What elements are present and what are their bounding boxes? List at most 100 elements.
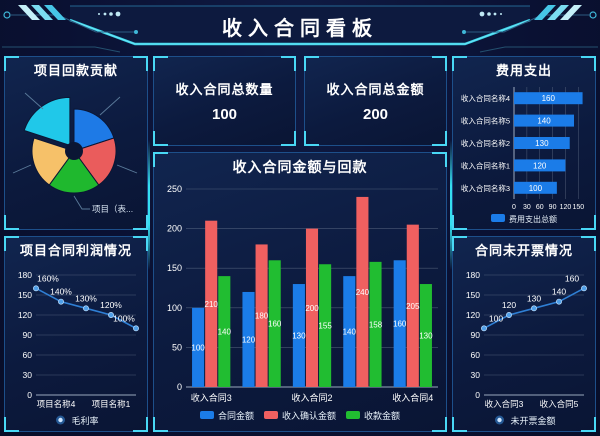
bar[interactable] bbox=[192, 307, 205, 387]
legend-item[interactable]: 未开票金额 bbox=[495, 415, 556, 426]
x-axis-label: 项目名称1 bbox=[92, 399, 131, 409]
chart-label: 0 bbox=[27, 390, 32, 400]
bar[interactable] bbox=[514, 114, 574, 127]
corner-bracket-icon bbox=[4, 56, 19, 71]
dashboard-grid: 项目回款贡献 项目（表... 项目合同利润情况 0 30 60 90 120 150 180… bbox=[4, 56, 596, 432]
y-axis-label: 收入合同名称4 bbox=[461, 93, 510, 103]
line-point[interactable] bbox=[531, 305, 537, 312]
chart-label: 180 bbox=[18, 270, 32, 280]
bar-value-label: 140 bbox=[218, 328, 232, 337]
line-point[interactable] bbox=[506, 312, 512, 318]
bar-value-label: 158 bbox=[369, 320, 383, 329]
line-point[interactable] bbox=[83, 305, 89, 312]
line-point[interactable] bbox=[556, 298, 562, 305]
line-point[interactable] bbox=[58, 298, 64, 305]
corner-bracket-icon bbox=[452, 417, 467, 432]
corner-bracket-icon bbox=[452, 236, 467, 251]
expense-hbar-chart: 0 30 60 90 120 150160收入合同名称4140收入合同名称5130收入合同… bbox=[461, 87, 584, 224]
y-axis-label: 收入合同名称2 bbox=[461, 138, 510, 148]
page-title: 收入合同看板 bbox=[222, 18, 378, 40]
line-point[interactable] bbox=[581, 285, 587, 292]
legend-label: 收款金额 bbox=[364, 410, 400, 421]
panel-title: 项目合同利润情况 bbox=[19, 243, 132, 258]
corner-bracket-icon bbox=[432, 56, 447, 71]
corner-bracket-icon bbox=[581, 215, 596, 230]
pie-slice[interactable] bbox=[31, 137, 75, 186]
x-axis-label: 收入合同2 bbox=[291, 392, 332, 403]
pie-slice[interactable] bbox=[73, 108, 115, 152]
bar[interactable] bbox=[305, 228, 319, 387]
bar-value-label: 160 bbox=[393, 320, 407, 329]
bar[interactable] bbox=[218, 276, 231, 387]
line-point[interactable] bbox=[108, 312, 114, 318]
pie-slice[interactable] bbox=[73, 137, 117, 186]
point-value-label: 140% bbox=[50, 287, 72, 297]
legend-item[interactable]: 收入确认金额 bbox=[264, 410, 336, 421]
bar-value-label: 130 bbox=[419, 332, 433, 341]
corner-bracket-icon bbox=[581, 417, 596, 432]
bar[interactable] bbox=[242, 291, 255, 387]
x-tick-label: 150 bbox=[572, 204, 584, 211]
bar[interactable] bbox=[343, 276, 356, 387]
legend-item[interactable]: 合同金额 bbox=[200, 410, 254, 421]
bar[interactable] bbox=[356, 196, 369, 387]
panel-amount-vs-repayment: 收入合同金额与回款 0 50 100 150 200 250 100 120 130 140 160… bbox=[153, 152, 447, 432]
point-value-label: 130 bbox=[527, 293, 541, 303]
bar[interactable] bbox=[268, 260, 281, 387]
bar[interactable] bbox=[419, 284, 432, 387]
chart-label: 60 bbox=[23, 350, 33, 360]
chart-label: 200 bbox=[167, 224, 182, 234]
bar[interactable] bbox=[514, 92, 583, 105]
bar[interactable] bbox=[369, 261, 382, 387]
dot-icon bbox=[98, 11, 121, 17]
legend-label: 未开票金额 bbox=[511, 415, 556, 426]
chart-label: 250 bbox=[167, 184, 182, 194]
bar[interactable] bbox=[205, 220, 218, 387]
panel-contract-profit: 项目合同利润情况 0 30 60 90 120 150 180 160% 140% 130% 120… bbox=[4, 236, 148, 432]
bar-value-label: 180 bbox=[255, 312, 269, 321]
header-decoration-icon bbox=[2, 5, 598, 53]
point-value-label: 100 bbox=[489, 313, 503, 323]
point-value-label: 120 bbox=[502, 300, 516, 310]
stat-label: 收入合同总金额 bbox=[326, 82, 425, 97]
bar[interactable] bbox=[514, 137, 570, 149]
corner-bracket-icon bbox=[581, 236, 596, 251]
line-point[interactable] bbox=[33, 285, 39, 292]
corner-bracket-icon bbox=[133, 236, 148, 251]
panel-title: 收入合同金额与回款 bbox=[232, 159, 368, 175]
legend-item[interactable]: 收款金额 bbox=[346, 410, 400, 421]
corner-bracket-icon bbox=[4, 417, 19, 432]
point-value-label: 100% bbox=[113, 313, 135, 323]
pie-slice[interactable] bbox=[48, 150, 100, 194]
corner-bracket-icon bbox=[133, 56, 148, 71]
header: 收入合同看板 bbox=[0, 0, 600, 54]
corner-bracket-icon bbox=[432, 152, 447, 167]
chart-label: 150 bbox=[466, 290, 480, 300]
legend-item[interactable]: 费用支出总额 bbox=[491, 214, 557, 224]
bar-value-label: 130 bbox=[535, 139, 549, 148]
bar[interactable] bbox=[406, 224, 419, 387]
middle-column: 收入合同总数量 100 收入合同总金额 200 收入合同金额与回款 0 50 100… bbox=[153, 56, 447, 432]
pie-chart: 项目（表... bbox=[12, 92, 138, 214]
bar[interactable] bbox=[255, 244, 268, 387]
legend-label: 费用支出总额 bbox=[509, 214, 557, 224]
point-value-label: 160 bbox=[565, 273, 579, 283]
bar[interactable] bbox=[292, 284, 305, 387]
bar-value-label: 160 bbox=[542, 94, 556, 103]
bar[interactable] bbox=[319, 264, 332, 387]
chart-label: 120 bbox=[466, 310, 480, 320]
corner-bracket-icon bbox=[304, 56, 319, 71]
bar[interactable] bbox=[393, 260, 406, 387]
bar[interactable] bbox=[514, 181, 557, 194]
y-axis-label: 收入合同名称1 bbox=[461, 160, 510, 170]
legend-item[interactable]: 毛利率 bbox=[56, 415, 99, 426]
bar[interactable] bbox=[514, 159, 566, 172]
bar-value-label: 200 bbox=[305, 304, 319, 313]
line-point[interactable] bbox=[133, 325, 139, 332]
corner-bracket-icon bbox=[153, 131, 168, 146]
pie-slice[interactable] bbox=[23, 96, 71, 147]
corner-bracket-icon bbox=[452, 56, 467, 71]
line-point[interactable] bbox=[481, 325, 487, 332]
corner-bracket-icon bbox=[133, 417, 148, 432]
panel-expense: 费用支出 0 30 60 90 120 150 160 收入合同名称4 140 收入合同名称5 13… bbox=[452, 56, 596, 230]
